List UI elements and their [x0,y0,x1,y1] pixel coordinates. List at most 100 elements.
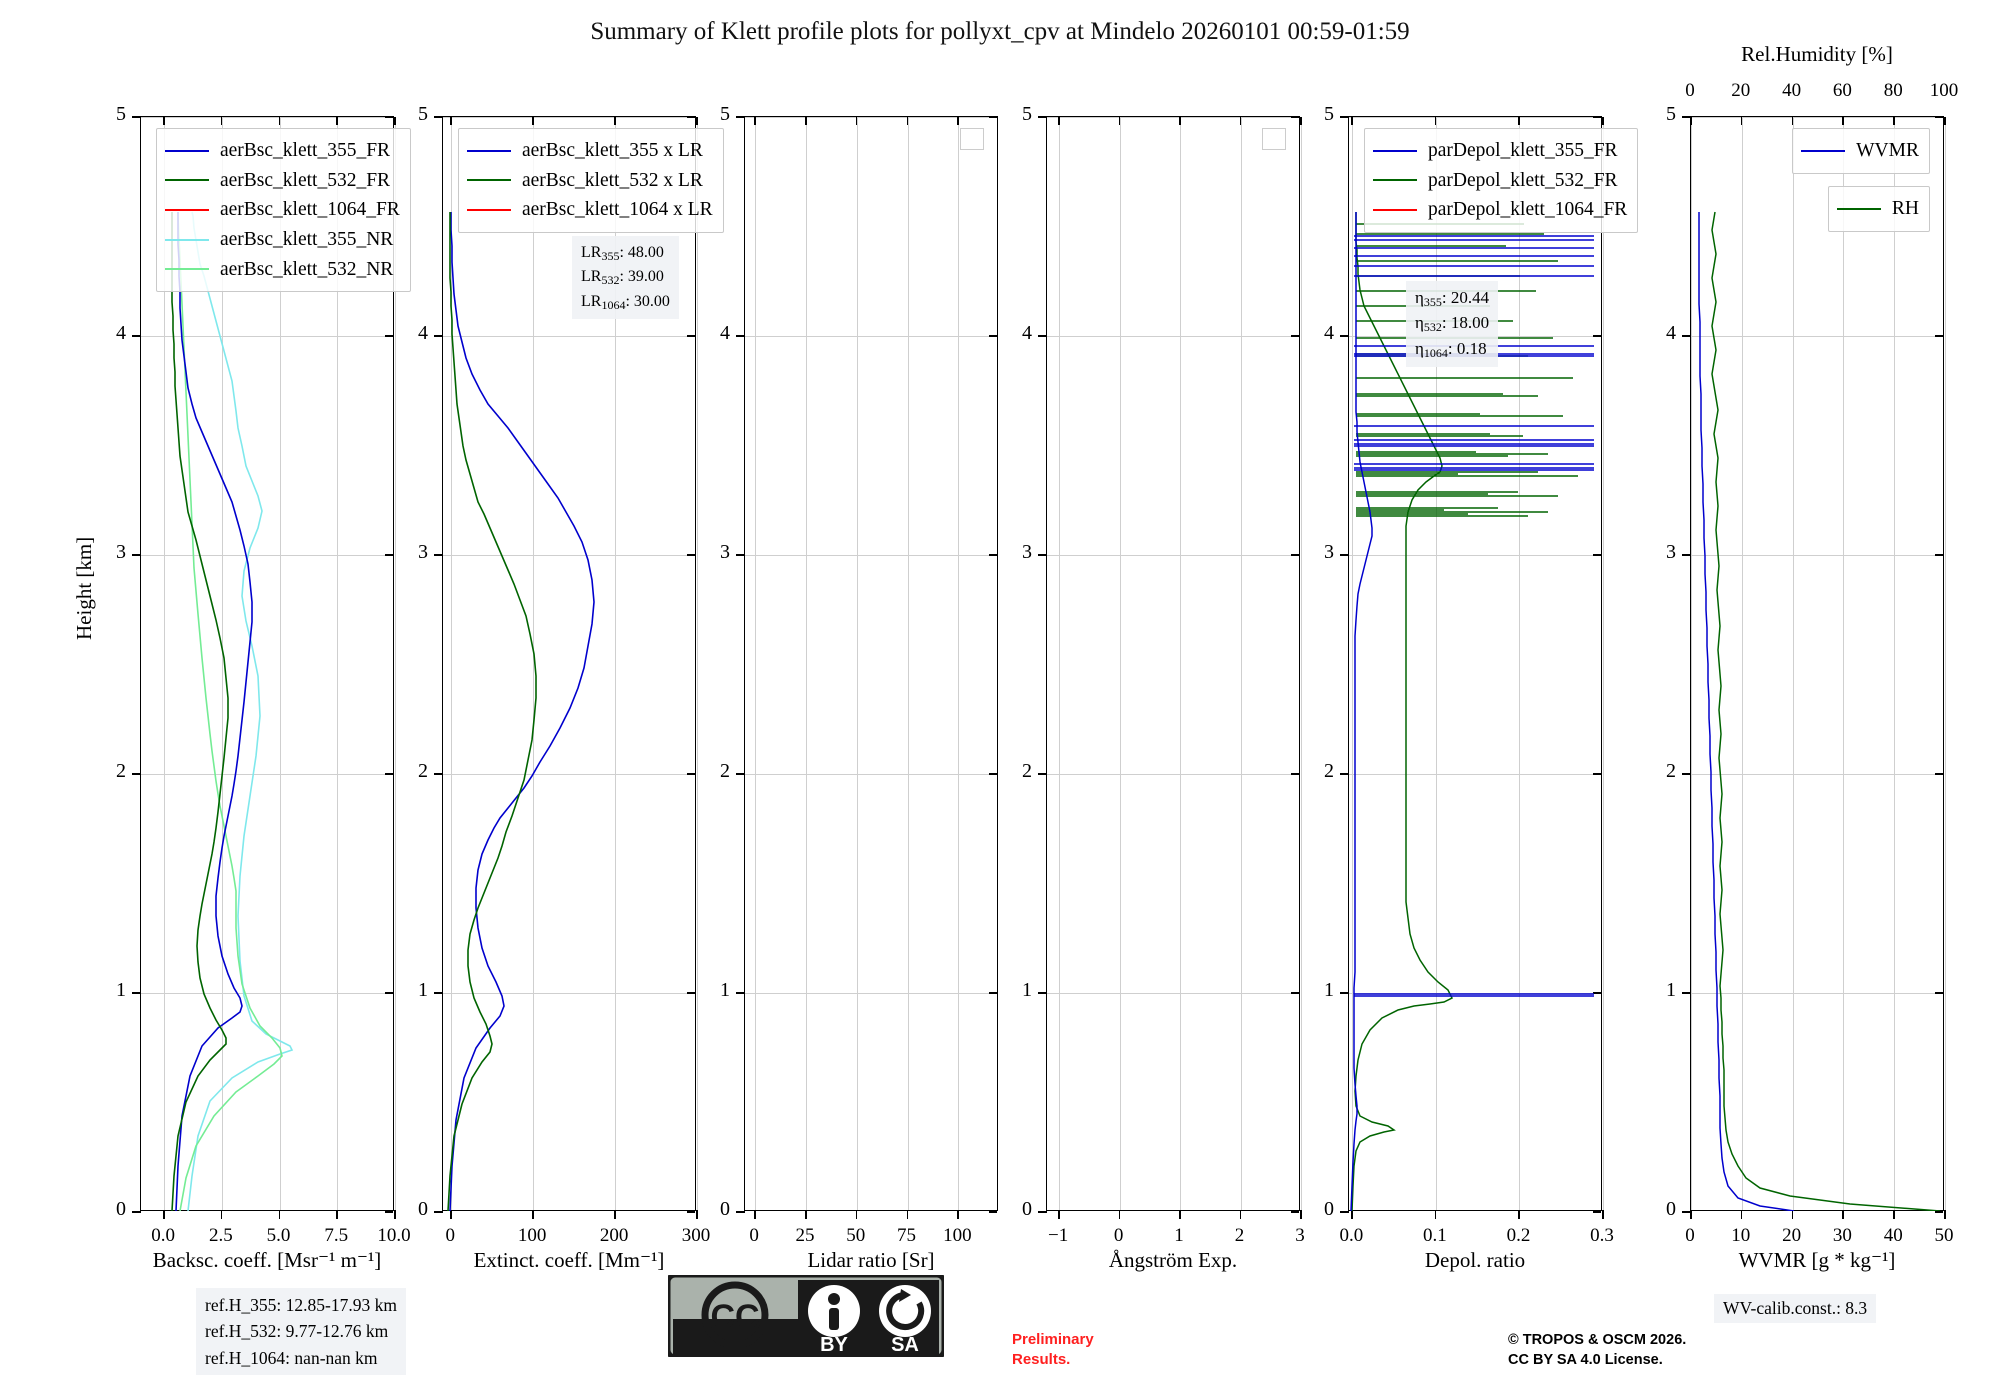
legend-item: aerBsc_klett_532_NR [165,255,400,285]
legend-depol-ratio[interactable]: parDepol_klett_355_FR parDepol_klett_532… [1364,128,1639,233]
y-tick-mark [434,335,443,337]
x-tick-mark [906,1210,909,1219]
gridline-vertical [1301,117,1302,1210]
legend-item: aerBsc_klett_355 x LR [467,136,713,166]
legend-label: aerBsc_klett_532 x LR [522,169,703,191]
x-tick-mark [754,1210,756,1219]
legend-extinction[interactable]: aerBsc_klett_355 x LR aerBsc_klett_532 x… [458,128,724,233]
y-tick-label: 3 [1324,541,1334,563]
y-tick-mark-right [989,773,997,775]
gridline-vertical [958,117,960,1210]
ref-height-box: ref.H_355: 12.85-17.93 km ref.H_532: 9.7… [196,1288,406,1375]
preliminary-line-2: Results. [1012,1351,1071,1369]
y-tick-mark [1038,116,1047,118]
x-tick-mark [1118,1210,1121,1219]
gridline-vertical [1180,117,1182,1210]
x-tick-mark [1351,1210,1353,1219]
cc-license-badge[interactable]: CC BY SA [665,1272,947,1360]
x-tick-mark-top [1300,117,1302,125]
legend-swatch-green [467,179,511,182]
y-tick-label: 4 [720,322,730,344]
x-tick-mark [1434,1210,1437,1219]
gridline-vertical [1792,117,1794,1210]
y-tick-mark [434,554,443,556]
y-tick-mark [1682,1211,1691,1213]
gridline-vertical [451,117,453,1210]
y-tick-mark [132,116,141,118]
x-tick-label: 3 [1295,1225,1305,1246]
figure-title: Summary of Klett profile plots for polly… [590,18,1410,45]
x-tick-mark [220,1210,223,1219]
y-tick-mark [132,1211,141,1213]
x-tick-mark [1893,1210,1895,1219]
x-tick-mark-top [957,117,959,125]
y-tick-label: 2 [116,760,126,782]
x-tick-mark-top [163,117,165,125]
x-tick-label: 1 [1174,1225,1184,1246]
x-axis-label-wvmr: WVMR [g * kg⁻¹] [1738,1248,1896,1272]
eta-1064-line: η1064: 0.18 [1415,338,1487,360]
eta-532-label: η [1415,313,1424,333]
y-tick-mark [736,116,745,118]
x-tick-mark [163,1210,165,1219]
y-tick-label: 3 [418,541,428,563]
gridline-horizontal [1691,555,1943,556]
x-tick-mark-top [906,117,909,125]
legend-rh[interactable]: RH [1827,186,1930,232]
gridline-vertical [1352,117,1354,1210]
y-tick-mark-right [1593,116,1601,118]
gridline-vertical [615,117,617,1210]
y-tick-label: 4 [116,322,126,344]
y-tick-mark [1682,116,1691,118]
x-tick-mark [1239,1210,1242,1219]
x-tick-label: 40 [1883,1225,1903,1246]
legend-lidar-ratio-empty[interactable] [960,128,984,150]
x-tick-label: 0.1 [1423,1225,1447,1246]
y-tick-mark-right [1593,554,1601,556]
top-x-tick-label: 100 [1929,80,1959,101]
eta-1064-label: η [1415,338,1424,358]
x-axis-label-angstrom: Ångström Exp. [1108,1248,1238,1272]
y-tick-mark [1340,773,1349,775]
gridline-vertical [221,117,223,1210]
y-tick-mark [434,773,443,775]
y-tick-mark-right [989,335,997,337]
legend-swatch-red [467,209,511,212]
ref-h-355: ref.H_355: 12.85-17.93 km [205,1295,397,1315]
y-tick-label: 5 [116,103,126,125]
gridline-vertical [395,117,396,1210]
x-tick-mark-top [1944,117,1946,125]
legend-angstrom-empty[interactable] [1262,128,1286,150]
x-tick-mark [957,1210,959,1219]
eta-355-sub: 355 [1423,295,1442,309]
y-tick-mark-right [1593,1211,1601,1213]
x-tick-label: 100 [943,1225,972,1246]
x-axis-label-lidar-ratio: Lidar ratio [Sr] [807,1248,935,1272]
x-tick-label: 200 [599,1225,629,1246]
lr-532-value: 39.00 [627,268,664,286]
eta-532-value: 18.00 [1450,313,1490,333]
panel-backscatter: aerBsc_klett_355_FR aerBsc_klett_532_FR … [116,103,411,1246]
legend-label: parDepol_klett_532_FR [1428,169,1618,191]
y-tick-mark [1038,335,1047,337]
x-tick-mark-top [1351,117,1353,125]
legend-swatch-red [165,209,209,212]
legend-wvmr[interactable]: WVMR [1792,128,1930,174]
x-tick-label: 0.0 [151,1225,175,1246]
y-tick-label: 4 [1666,322,1676,344]
x-tick-label: 10 [1731,1225,1751,1246]
y-tick-mark [1038,1211,1047,1213]
panel-wvmr-rh: WVMR RH Rel.Humidity [%] 0 1 2 3 4 5 0 10 20 30 40… [1666,42,1958,1246]
y-tick-mark-right [385,116,393,118]
y-tick-label: 2 [1666,760,1676,782]
y-tick-mark-right [1935,992,1943,994]
legend-item: parDepol_klett_532_FR [1373,166,1627,196]
y-tick-mark [132,992,141,994]
x-tick-mark-top [754,117,756,125]
legend-item: parDepol_klett_1064_FR [1373,195,1627,225]
legend-label: RH [1891,198,1919,219]
x-tick-mark-top [1842,117,1844,125]
legend-backscatter[interactable]: aerBsc_klett_355_FR aerBsc_klett_532_FR … [156,128,411,293]
gridline-horizontal [141,336,393,337]
